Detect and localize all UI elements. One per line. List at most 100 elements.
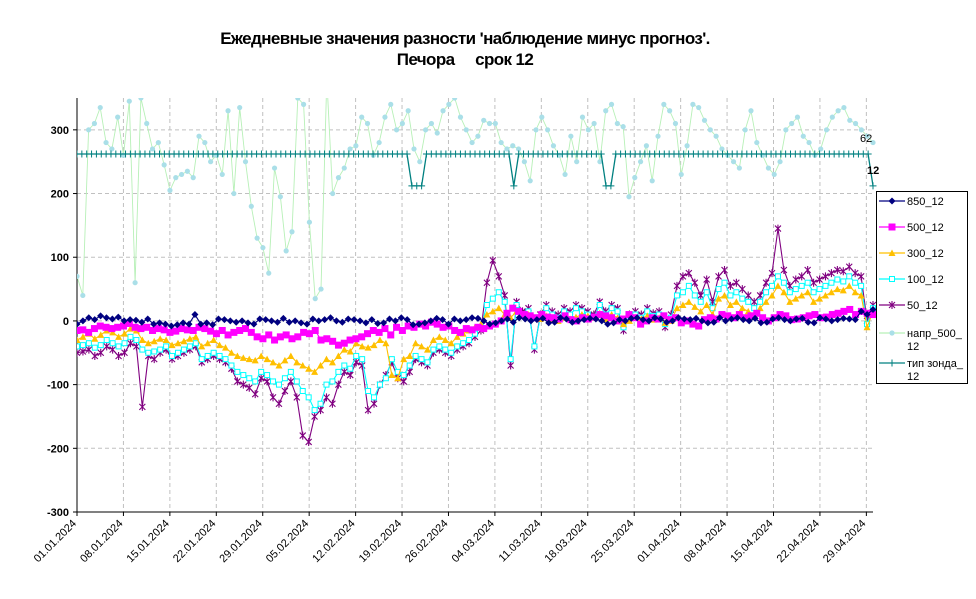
- data-point: [625, 317, 633, 324]
- data-point: [480, 317, 488, 325]
- data-point: [332, 317, 340, 325]
- data-point: [466, 337, 473, 344]
- data-point: [317, 400, 324, 407]
- data-point: [317, 336, 325, 344]
- data-point: [344, 315, 352, 323]
- data-point: [747, 312, 755, 320]
- data-point: [774, 273, 781, 280]
- data-point: [327, 314, 335, 322]
- data-point: [85, 340, 92, 347]
- x-tick-label: 25.03.2024: [589, 518, 636, 565]
- data-point: [727, 292, 734, 299]
- data-point: [312, 296, 318, 302]
- data-point: [149, 146, 156, 152]
- data-point: [252, 378, 259, 385]
- data-point: [121, 330, 129, 337]
- data-point: [433, 314, 441, 322]
- data-point: [869, 182, 877, 190]
- data-point: [277, 194, 283, 200]
- data-point: [300, 328, 308, 336]
- data-point: [79, 317, 87, 325]
- data-point: [748, 108, 754, 114]
- data-point: [667, 108, 673, 114]
- data-point: [857, 307, 865, 315]
- data-point: [786, 289, 793, 296]
- legend-symbol: [879, 301, 905, 309]
- data-point: [816, 275, 823, 284]
- data-point: [178, 171, 185, 178]
- x-tick-label: 04.03.2024: [450, 518, 497, 565]
- data-point: [840, 307, 848, 315]
- data-point: [858, 282, 865, 289]
- data-point: [403, 316, 411, 324]
- data-point: [434, 130, 440, 136]
- y-tick-label: 0: [63, 316, 69, 328]
- x-tick-label: 15.04.2024: [728, 518, 775, 565]
- data-point: [452, 98, 458, 101]
- data-point: [798, 282, 805, 289]
- data-point: [347, 146, 353, 152]
- data-point: [91, 316, 99, 324]
- data-point: [97, 104, 103, 111]
- data-point: [724, 312, 732, 320]
- data-point: [439, 316, 447, 324]
- data-point: [245, 355, 253, 363]
- y-tick-label: 300: [51, 125, 69, 137]
- data-point: [841, 104, 847, 111]
- data-point: [769, 282, 776, 289]
- data-point: [305, 365, 313, 372]
- data-point: [236, 326, 244, 334]
- data-point: [250, 320, 258, 328]
- data-point: [716, 314, 724, 322]
- data-point: [498, 139, 504, 146]
- data-point: [531, 343, 538, 350]
- data-point: [596, 302, 603, 308]
- data-point: [703, 289, 710, 296]
- legend-item: 850_12: [877, 194, 969, 224]
- data-point: [852, 279, 859, 286]
- data-point: [792, 295, 800, 302]
- data-point: [424, 359, 431, 366]
- data-point: [285, 318, 293, 326]
- data-point: [446, 101, 452, 107]
- data-point: [353, 352, 360, 359]
- data-point: [115, 114, 121, 120]
- data-point: [697, 307, 705, 315]
- data-point: [306, 219, 313, 225]
- data-point: [495, 304, 503, 312]
- data-point: [596, 311, 604, 319]
- data-point: [780, 288, 788, 296]
- data-point: [495, 289, 502, 296]
- chart-title: Ежедневные значения разности 'наблюдение…: [0, 28, 930, 70]
- data-point: [202, 139, 208, 146]
- data-point: [753, 309, 761, 317]
- data-point: [590, 313, 598, 321]
- data-point: [262, 316, 270, 324]
- data-point: [90, 325, 98, 333]
- data-point: [715, 295, 723, 302]
- data-point: [833, 265, 841, 274]
- data-point: [281, 375, 288, 382]
- data-point: [178, 325, 186, 333]
- data-point: [403, 150, 411, 158]
- data-point: [504, 146, 510, 152]
- data-point: [77, 348, 81, 357]
- data-point: [822, 282, 829, 289]
- data-point: [204, 339, 212, 347]
- data-point: [203, 319, 211, 327]
- data-point: [233, 377, 241, 386]
- data-point: [131, 323, 139, 331]
- data-point: [683, 317, 691, 325]
- data-point: [359, 356, 366, 363]
- data-point: [733, 314, 741, 322]
- legend-marker: [889, 330, 895, 336]
- data-point: [387, 331, 395, 339]
- data-point: [77, 326, 81, 334]
- data-point: [651, 314, 659, 322]
- data-point: [481, 117, 487, 123]
- data-point: [615, 316, 623, 324]
- data-point: [406, 367, 414, 376]
- data-point: [677, 319, 685, 327]
- data-point: [138, 402, 146, 411]
